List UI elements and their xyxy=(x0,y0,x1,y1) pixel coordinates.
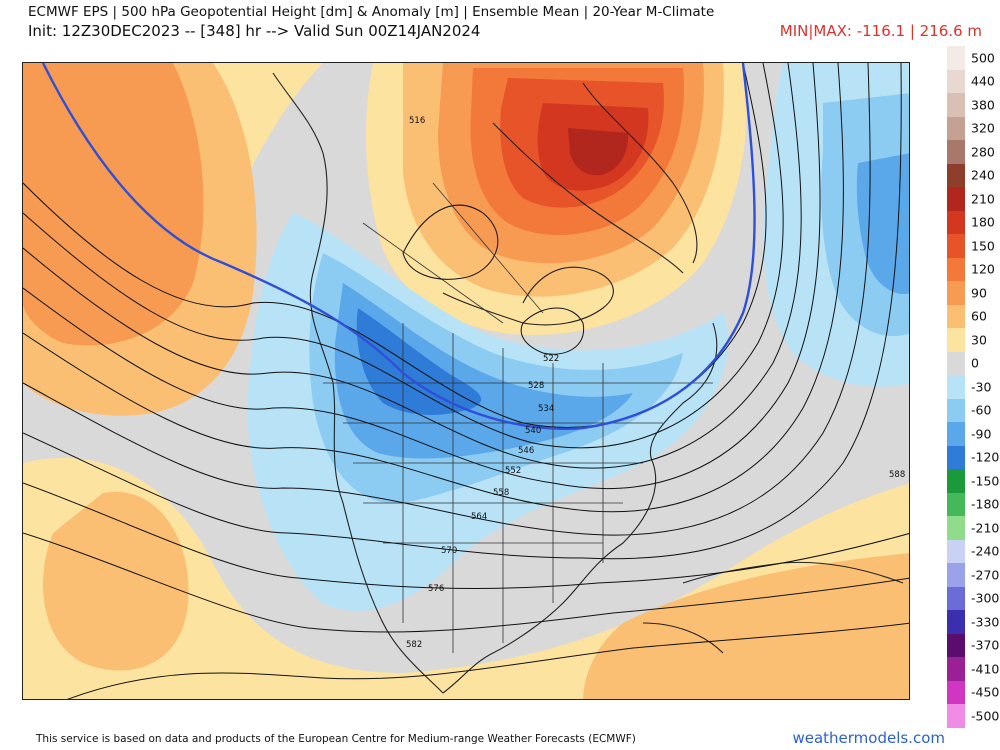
colorbar-label: -410 xyxy=(971,661,1000,677)
init-valid-line: Init: 12Z30DEC2023 -- [348] hr --> Valid… xyxy=(28,22,481,40)
contour-label: 552 xyxy=(505,466,521,476)
min-max-readout: MIN|MAX: -116.1 | 216.6 m xyxy=(779,22,982,40)
colorbar-swatch xyxy=(947,680,965,704)
colorbar-label: -450 xyxy=(971,684,1000,700)
colorbar-swatch xyxy=(947,398,965,422)
colorbar-label: 30 xyxy=(971,332,987,348)
colorbar-swatch xyxy=(947,445,965,469)
colorbar-swatch xyxy=(947,657,965,681)
contour-label: 588 xyxy=(889,470,905,480)
contour-label: 564 xyxy=(471,512,487,522)
colorbar-label: 440 xyxy=(971,73,995,89)
colorbar-swatch xyxy=(947,586,965,610)
colorbar-label: 500 xyxy=(971,50,995,66)
colorbar-swatch xyxy=(947,187,965,211)
colorbar-label: 0 xyxy=(971,355,979,371)
contour-label: 546 xyxy=(518,446,534,456)
colorbar-swatch xyxy=(947,210,965,234)
contour-label-group: 516 522 528 534 540 546 552 558 564 570 … xyxy=(406,116,905,650)
colorbar-label: 120 xyxy=(971,261,995,277)
colorbar-label: 150 xyxy=(971,238,995,254)
colorbar-swatch xyxy=(947,140,965,164)
colorbar-label: -370 xyxy=(971,637,1000,653)
colorbar-swatch xyxy=(947,281,965,305)
colorbar-swatch xyxy=(947,704,965,728)
contour-label: 528 xyxy=(528,381,544,391)
colorbar-swatch xyxy=(947,304,965,328)
anomaly-colorbar: 500 440 380 320 280 240 210 180 150 120 90 60 30 0 -30… xyxy=(947,46,999,728)
contour-label: 534 xyxy=(538,404,554,414)
colorbar-label: -60 xyxy=(971,402,992,418)
colorbar-swatch xyxy=(947,610,965,634)
colorbar-swatch xyxy=(947,46,965,70)
colorbar-swatch xyxy=(947,563,965,587)
contour-label: 582 xyxy=(406,640,422,650)
colorbar-swatch xyxy=(947,234,965,258)
colorbar-label: 60 xyxy=(971,308,987,324)
colorbar-swatch xyxy=(947,93,965,117)
anomaly-map[interactable]: 516 522 528 534 540 546 552 558 564 570 … xyxy=(22,62,910,700)
map-title: ECMWF EPS | 500 hPa Geopotential Height … xyxy=(28,4,715,20)
colorbar-swatch xyxy=(947,492,965,516)
colorbar-label: 320 xyxy=(971,120,995,136)
colorbar-label: -180 xyxy=(971,496,1000,512)
colorbar-swatch xyxy=(947,328,965,352)
colorbar-label: -120 xyxy=(971,449,1000,465)
contour-label: 570 xyxy=(441,546,457,556)
colorbar-swatch xyxy=(947,375,965,399)
contour-label: 522 xyxy=(543,354,559,364)
colorbar-label: -240 xyxy=(971,543,1000,559)
colorbar-swatch xyxy=(947,539,965,563)
contour-label: 540 xyxy=(525,426,541,436)
colorbar-label: 210 xyxy=(971,191,995,207)
colorbar-swatch xyxy=(947,422,965,446)
colorbar-swatch xyxy=(947,633,965,657)
colorbar-label: 280 xyxy=(971,144,995,160)
colorbar-label: -30 xyxy=(971,379,992,395)
colorbar-label: -330 xyxy=(971,614,1000,630)
bold-540-contour xyxy=(41,63,756,430)
contour-label: 558 xyxy=(493,488,509,498)
contour-label: 516 xyxy=(409,116,425,126)
colorbar-label: 240 xyxy=(971,167,995,183)
colorbar-swatch xyxy=(947,516,965,540)
weathermodels-brand-link[interactable]: weathermodels.com xyxy=(792,729,945,747)
contour-label: 576 xyxy=(428,584,444,594)
colorbar-label: -270 xyxy=(971,567,1000,583)
colorbar-swatch xyxy=(947,69,965,93)
height-contours xyxy=(23,63,909,699)
colorbar-label: -90 xyxy=(971,426,992,442)
colorbar-swatch xyxy=(947,469,965,493)
colorbar-label: -500 xyxy=(971,708,1000,724)
colorbar-label: -210 xyxy=(971,520,1000,536)
colorbar-label: 180 xyxy=(971,214,995,230)
colorbar-swatch xyxy=(947,351,965,375)
colorbar-label: -150 xyxy=(971,473,1000,489)
ecmwf-credit: This service is based on data and produc… xyxy=(36,733,636,745)
colorbar-label: 380 xyxy=(971,97,995,113)
colorbar-swatch xyxy=(947,163,965,187)
colorbar-swatch xyxy=(947,116,965,140)
colorbar-label: -300 xyxy=(971,590,1000,606)
colorbar-swatch xyxy=(947,257,965,281)
colorbar-label: 90 xyxy=(971,285,987,301)
